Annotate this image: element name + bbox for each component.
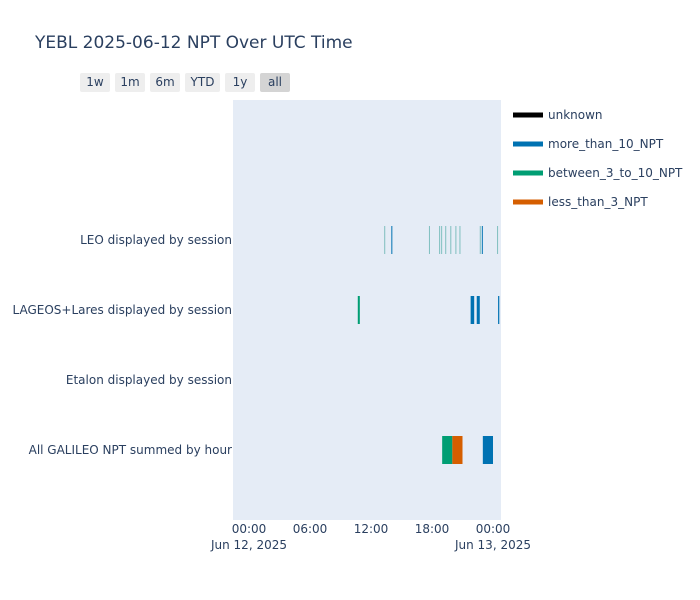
y-axis: LEO displayed by session LAGEOS+Lares dis… [13, 233, 233, 457]
x-tick-label: 00:00 [476, 522, 511, 536]
x-tick-label: 18:00 [415, 522, 450, 536]
x-tick-date-label: Jun 13, 2025 [454, 538, 531, 552]
x-tick-date-label: Jun 12, 2025 [210, 538, 287, 552]
x-tick-label: 00:00 [232, 522, 267, 536]
chart-title: YEBL 2025-06-12 NPT Over UTC Time [35, 33, 353, 53]
segment-between-3-to-10-NPT[interactable] [357, 296, 360, 324]
x-tick-label: 12:00 [354, 522, 389, 536]
segment-leo-line[interactable] [455, 226, 457, 254]
segment-leo-line[interactable] [384, 226, 386, 254]
segment-more-than-10-NPT[interactable] [476, 296, 480, 324]
segment-leo-line[interactable] [497, 226, 499, 254]
segment-leo-line[interactable] [428, 226, 430, 254]
segment-leo-line[interactable] [441, 226, 443, 254]
segment-less-than-3-NPT[interactable] [452, 436, 463, 464]
legend-label-more-than-10-NPT[interactable]: more_than_10_NPT [548, 137, 664, 151]
segment-more-than-10-NPT[interactable] [498, 296, 500, 324]
segment-leo-line[interactable] [439, 226, 441, 254]
x-axis: 00:00 Jun 12, 2025 06:00 12:00 18:00 00:00 Jun… [210, 522, 531, 552]
range-button-1w[interactable]: 1w [80, 73, 110, 92]
segment-leo-line[interactable] [459, 226, 461, 254]
segment-more-than-10-NPT[interactable] [482, 436, 493, 464]
y-category-label: LAGEOS+Lares displayed by session [13, 303, 233, 317]
segments-layer [357, 226, 500, 464]
range-button-6m[interactable]: 6m [150, 73, 180, 92]
x-tick-label: 06:00 [293, 522, 328, 536]
y-category-label: Etalon displayed by session [66, 373, 232, 387]
y-category-label: LEO displayed by session [80, 233, 232, 247]
segment-more-than-10-NPT[interactable] [391, 226, 393, 254]
range-button-1m[interactable]: 1m [115, 73, 145, 92]
segment-between-3-to-10-NPT[interactable] [442, 436, 453, 464]
segment-leo-line[interactable] [445, 226, 447, 254]
segment-leo-line[interactable] [450, 226, 452, 254]
legend-label-between-3-to-10-NPT[interactable]: between_3_to_10_NPT [548, 166, 683, 180]
y-category-label: All GALILEO NPT summed by hour [29, 443, 232, 457]
legend-label-less-than-3-NPT[interactable]: less_than_3_NPT [548, 195, 648, 209]
segment-more-than-10-NPT[interactable] [481, 226, 483, 254]
legend-label-unknown[interactable]: unknown [548, 108, 603, 122]
range-button-1y[interactable]: 1y [225, 73, 255, 92]
range-button-ytd[interactable]: YTD [185, 73, 220, 92]
range-button-all[interactable]: all [260, 73, 290, 92]
segment-leo-line[interactable] [479, 226, 481, 254]
legend: unknown more_than_10_NPT between_3_to_10_N… [513, 108, 683, 209]
segment-more-than-10-NPT[interactable] [470, 296, 475, 324]
